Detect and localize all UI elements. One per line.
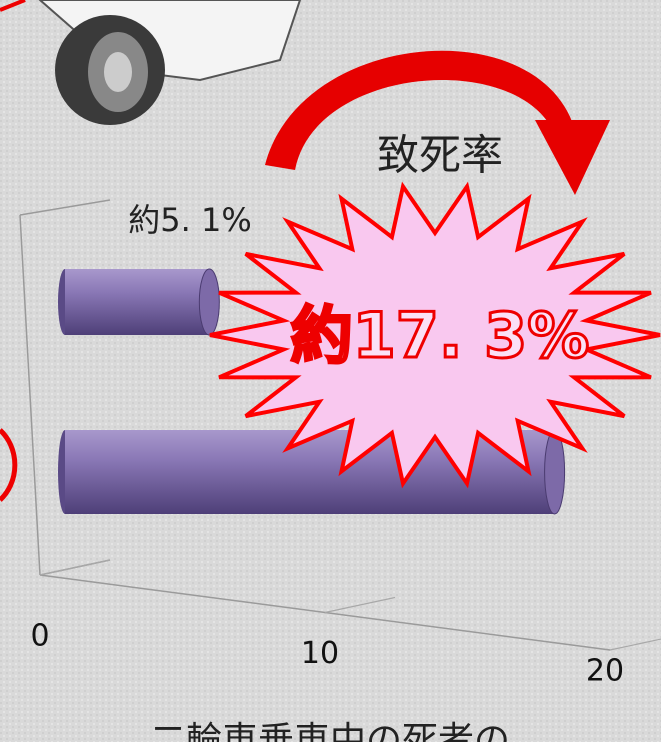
x-tick-label: 10 [301,636,339,671]
x-axis-label: 二輪車乗車中の死者の [150,720,510,742]
bar-cap [545,430,565,514]
bar-cap [199,269,219,335]
value-label: 約5. 1% [128,201,251,239]
annotation: 致死率 [377,131,503,180]
bar [65,430,555,514]
value-label: 約17. 3% [291,299,590,372]
chart: 致死率 0 10 20 約5. 1% 約17. 3% 二輪車乗車中の死者の [0,0,661,742]
bar [65,269,209,335]
x-tick-label: 0 [30,619,49,654]
x-tick-label: 20 [586,654,624,689]
